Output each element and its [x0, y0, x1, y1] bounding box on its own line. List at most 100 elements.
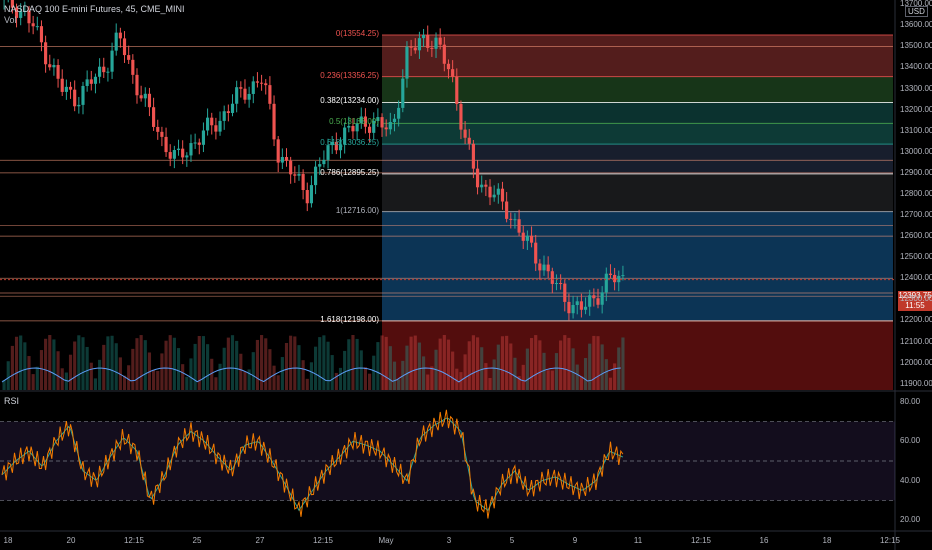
candle-body — [39, 26, 44, 43]
candle-body — [35, 26, 39, 28]
volume-bar — [326, 341, 330, 390]
candle-body — [475, 168, 480, 188]
volume-bar — [451, 351, 455, 390]
candle-body — [592, 295, 596, 299]
candle-body — [264, 83, 268, 86]
volume-bar — [351, 335, 355, 390]
volume-bar — [417, 342, 421, 390]
candle-body — [613, 274, 617, 283]
volume-bar — [579, 376, 583, 390]
candle-body — [160, 131, 164, 137]
candle-body — [230, 103, 235, 113]
volume-bar — [505, 335, 509, 390]
candle-body — [73, 89, 77, 107]
candle-body — [64, 86, 68, 92]
candle-body — [542, 264, 546, 271]
volume-bar — [251, 352, 255, 390]
candle-body — [102, 66, 106, 73]
candle-body — [60, 78, 64, 92]
candle-body — [10, 0, 14, 8]
volume-bar — [509, 343, 513, 390]
candle-body — [314, 166, 318, 186]
time-axis-tick: 11 — [633, 536, 643, 545]
price-axis-tick: 13100.00 — [900, 125, 932, 135]
volume-bar — [89, 362, 93, 390]
volume-bar — [592, 335, 596, 390]
volume-bar — [542, 352, 546, 390]
volume-bar — [268, 349, 272, 390]
volume-bar — [492, 359, 496, 390]
candle-body — [617, 275, 621, 283]
time-axis-tick: 5 — [509, 536, 515, 545]
candle-body — [243, 88, 247, 100]
time-axis-tick: 12:15 — [879, 536, 901, 545]
volume-bar — [359, 350, 363, 390]
rsi-ma-line — [1, 417, 624, 512]
candle-body — [93, 76, 98, 84]
candle-body — [19, 11, 23, 18]
volume-bar — [10, 345, 14, 390]
candle-body — [201, 130, 206, 145]
volume-bar — [583, 358, 588, 390]
candle-body — [309, 185, 313, 204]
volume-bar — [338, 367, 343, 390]
volume-bar — [397, 379, 401, 390]
volume-bar — [467, 341, 471, 390]
candle-body — [430, 47, 434, 49]
candle-body — [467, 137, 471, 144]
fib-level-label: 0.786(12895.25) — [320, 167, 379, 177]
candle-body — [596, 298, 600, 305]
volume-bar — [355, 338, 359, 390]
candle-body — [343, 127, 347, 145]
volume-bar — [554, 353, 559, 390]
volume-bar — [235, 340, 239, 390]
fib-level-label: 0.236(13356.25) — [320, 70, 379, 80]
volume-bar — [538, 340, 542, 390]
volume-bar — [575, 364, 579, 390]
candle-body — [534, 242, 538, 264]
candle-body — [297, 174, 301, 176]
candle-body — [127, 55, 131, 60]
volume-bar — [376, 342, 380, 390]
fib-zone — [382, 76, 893, 103]
candle-body — [397, 107, 401, 119]
candle-body — [372, 120, 376, 133]
candle-body — [276, 139, 280, 163]
volume-bar — [392, 361, 397, 390]
volume-bar — [81, 337, 85, 390]
fib-zone — [382, 123, 893, 145]
volume-bar — [550, 370, 554, 390]
fib-zone — [382, 320, 893, 390]
candle-body — [538, 263, 542, 271]
candle-body — [446, 63, 451, 70]
volume-bar — [102, 344, 106, 390]
currency-badge[interactable]: USD — [905, 6, 928, 17]
rsi-line — [1, 409, 624, 519]
volume-bar — [563, 335, 567, 390]
volume-bar — [193, 343, 197, 390]
candle-body — [89, 79, 93, 84]
volume-bar — [52, 339, 56, 390]
candle-body — [305, 190, 309, 204]
volume-bar — [567, 337, 571, 390]
candle-body — [513, 219, 517, 221]
volume-bar — [176, 348, 181, 390]
volume-bar — [201, 336, 206, 390]
volume-bar — [500, 336, 505, 390]
price-axis-tick: 11900.00 — [900, 378, 932, 388]
fib-zone — [382, 144, 893, 174]
volume-bar — [127, 365, 131, 390]
candle-body — [380, 117, 384, 128]
price-axis-tick: 13000.00 — [900, 146, 932, 156]
candle-body — [388, 122, 392, 130]
fib-level-label: 1.618(12198.00) — [320, 314, 379, 324]
symbol-legend: NASDAQ 100 E-mini Futures, 45, CME_MINI … — [4, 4, 185, 26]
volume-bar — [214, 377, 218, 390]
volume-bar — [131, 348, 135, 390]
volume-bar — [135, 338, 139, 390]
candle-body — [48, 64, 52, 68]
fib-level-label: 0.618(13036.25) — [320, 138, 379, 148]
volume-bar — [343, 350, 347, 390]
candle-body — [110, 50, 114, 72]
